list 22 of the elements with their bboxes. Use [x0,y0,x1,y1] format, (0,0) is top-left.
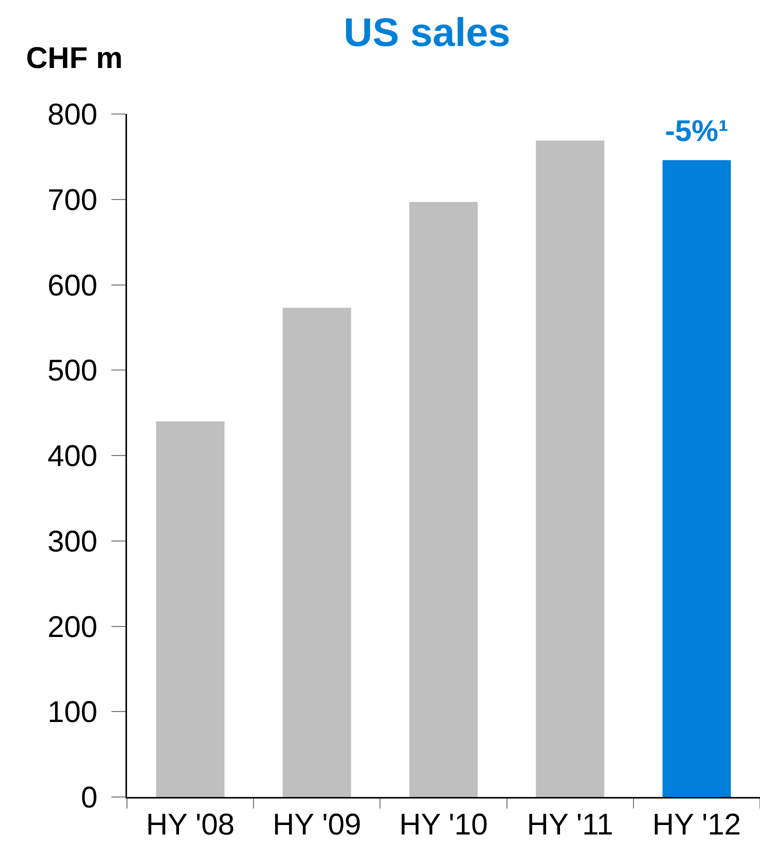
x-tick-label: HY '09 [272,808,362,842]
y-tick-label: 200 [47,610,98,644]
x-tick-label: HY '08 [146,808,235,842]
x-tick-label: HY '10 [399,808,488,842]
bar [536,140,604,797]
y-axis-title: CHF m [26,42,123,75]
y-tick-label: 600 [47,269,98,302]
bar [282,308,352,797]
x-tick-label: HY '11 [526,808,614,842]
y-tick-label: 800 [47,98,98,132]
y-tick-label: 0 [80,782,98,814]
bar [662,160,731,797]
annotation: -5%¹ [665,115,728,148]
x-tick-label: HY '12 [652,808,741,842]
y-tick-label: 700 [47,184,98,217]
bar [409,202,478,797]
y-tick-label: 400 [47,440,98,473]
y-tick-label: 500 [47,354,98,388]
y-tick-label: 300 [47,525,98,558]
bar [156,421,224,797]
chart-title: US sales [344,11,510,55]
y-tick-label: 100 [47,696,98,730]
